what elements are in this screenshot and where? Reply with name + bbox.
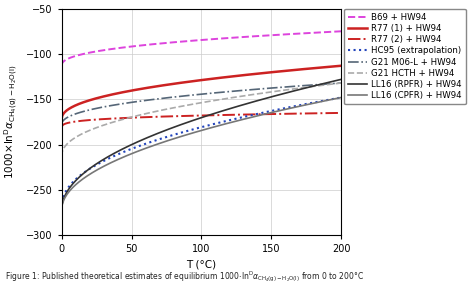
HC95 (extrapolation) [332,97,337,100]
G21 M06-L + HW94 [288,85,294,88]
G21 M06-L + HW94 [332,82,337,85]
R77 (2) + HW94 [59,127,64,131]
B69 + HW94 [338,30,344,33]
R77 (1) + HW94 [193,79,199,82]
B69 + HW94 [191,39,197,42]
HC95 (extrapolation) [193,127,199,130]
LL16 (RPFR) + HW94 [193,118,199,121]
HC95 (extrapolation) [59,206,64,210]
X-axis label: T (°C): T (°C) [186,260,217,270]
LL16 (RPFR) + HW94 [288,90,294,94]
Line: G21 M06-L + HW94: G21 M06-L + HW94 [62,83,341,125]
R77 (2) + HW94 [332,111,337,115]
LL16 (RPFR) + HW94 [338,77,344,81]
R77 (2) + HW94 [338,111,344,115]
R77 (1) + HW94 [338,64,344,67]
LL16 (CPFR) + HW94 [191,131,197,134]
G21 HCTH + HW94 [210,99,216,102]
G21 M06-L + HW94 [338,81,344,85]
LL16 (CPFR) + HW94 [193,130,199,134]
R77 (1) + HW94 [59,118,64,121]
R77 (1) + HW94 [210,77,216,80]
LL16 (RPFR) + HW94 [332,79,337,83]
HC95 (extrapolation) [210,123,216,126]
B69 + HW94 [225,36,231,40]
Line: HC95 (extrapolation): HC95 (extrapolation) [62,98,341,208]
LL16 (RPFR) + HW94 [225,107,231,111]
G21 HCTH + HW94 [338,81,344,85]
B69 + HW94 [210,37,216,41]
LL16 (CPFR) + HW94 [332,97,337,100]
R77 (2) + HW94 [225,113,231,117]
HC95 (extrapolation) [191,127,197,131]
G21 M06-L + HW94 [225,90,231,93]
LL16 (RPFR) + HW94 [191,118,197,122]
HC95 (extrapolation) [288,105,294,109]
Line: B69 + HW94: B69 + HW94 [62,31,341,66]
G21 M06-L + HW94 [191,93,197,97]
G21 M06-L + HW94 [59,123,64,126]
R77 (1) + HW94 [288,69,294,72]
HC95 (extrapolation) [225,119,231,122]
Y-axis label: 1000$\times$ln$^{\rm D}\alpha_{\rm CH_4(g)-H_2O(l)}$: 1000$\times$ln$^{\rm D}\alpha_{\rm CH_4(… [3,65,20,179]
Line: LL16 (RPFR) + HW94: LL16 (RPFR) + HW94 [62,79,341,210]
Line: R77 (2) + HW94: R77 (2) + HW94 [62,113,341,129]
R77 (2) + HW94 [191,114,197,117]
LL16 (RPFR) + HW94 [59,208,64,212]
B69 + HW94 [193,39,199,42]
Legend: B69 + HW94, R77 (1) + HW94, R77 (2) + HW94, HC95 (extrapolation), G21 M06-L + HW: B69 + HW94, R77 (1) + HW94, R77 (2) + HW… [344,9,465,104]
G21 HCTH + HW94 [225,96,231,100]
G21 M06-L + HW94 [193,93,199,96]
LL16 (CPFR) + HW94 [288,106,294,110]
HC95 (extrapolation) [338,96,344,99]
LL16 (CPFR) + HW94 [225,121,231,125]
G21 M06-L + HW94 [210,91,216,95]
R77 (2) + HW94 [193,114,199,117]
LL16 (CPFR) + HW94 [338,96,344,99]
R77 (1) + HW94 [332,65,337,68]
LL16 (CPFR) + HW94 [210,125,216,129]
LL16 (CPFR) + HW94 [59,208,64,212]
Line: R77 (1) + HW94: R77 (1) + HW94 [62,66,341,119]
B69 + HW94 [332,30,337,33]
R77 (1) + HW94 [225,75,231,79]
Line: LL16 (CPFR) + HW94: LL16 (CPFR) + HW94 [62,98,341,210]
R77 (2) + HW94 [288,112,294,115]
G21 HCTH + HW94 [191,102,197,106]
G21 HCTH + HW94 [288,88,294,91]
G21 HCTH + HW94 [193,102,199,105]
G21 HCTH + HW94 [332,82,337,86]
B69 + HW94 [59,64,64,67]
Text: Figure 1: Published theoretical estimates of equilibrium 1000$\cdot$ln$^{\rm D}$: Figure 1: Published theoretical estimate… [5,269,364,284]
Line: G21 HCTH + HW94: G21 HCTH + HW94 [62,83,341,156]
LL16 (RPFR) + HW94 [210,112,216,116]
G21 HCTH + HW94 [59,155,64,158]
R77 (1) + HW94 [191,79,197,83]
R77 (2) + HW94 [210,113,216,117]
B69 + HW94 [288,32,294,36]
